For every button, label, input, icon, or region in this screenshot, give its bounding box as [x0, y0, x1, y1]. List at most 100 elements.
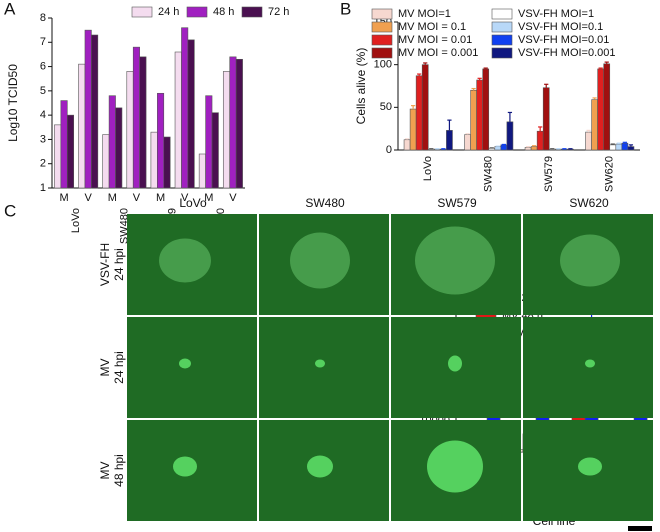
x-tick-label: LoVo — [422, 156, 434, 181]
bar — [60, 100, 68, 189]
row-label: VSV-FH — [98, 243, 112, 286]
x-tick-label: M — [108, 192, 117, 204]
y-tick-label: 50 — [380, 101, 392, 113]
x-tick-label: SW579 — [543, 156, 555, 192]
y-tick-label: 100 — [374, 59, 392, 71]
x-tick-label: V — [85, 192, 93, 204]
group-label: LoVo — [70, 208, 82, 233]
bar — [464, 134, 471, 151]
legend-label: MV MOI=1 — [398, 8, 451, 20]
bar — [542, 87, 550, 151]
bar — [506, 121, 514, 151]
cell-plaque — [560, 234, 620, 287]
bar — [409, 108, 417, 151]
legend-label: MV MOI = 0.001 — [398, 47, 478, 59]
bar — [150, 131, 158, 189]
legend-label: VSV-FH MOI=0.1 — [518, 21, 603, 33]
bar — [132, 46, 140, 189]
cell-plaque — [448, 355, 462, 372]
cell-plaque — [173, 456, 197, 477]
bar — [591, 99, 598, 151]
x-tick-label: SW480 — [483, 156, 495, 192]
micrograph — [127, 317, 257, 418]
bar — [157, 92, 165, 189]
bar — [482, 68, 490, 151]
row-label: 24 hpi — [112, 351, 126, 384]
legend-label: VSV-FH MOI=0.001 — [518, 47, 616, 59]
bar — [198, 153, 206, 189]
bar — [488, 147, 496, 151]
bar — [421, 64, 429, 151]
panel-label: A — [4, 0, 16, 18]
bar — [609, 144, 617, 151]
x-tick-label: SW620 — [604, 156, 616, 192]
bar — [174, 51, 182, 189]
y-tick-label: 0 — [386, 144, 392, 156]
bar — [229, 56, 237, 189]
bar — [470, 89, 477, 151]
cell-plaque — [159, 238, 211, 283]
panel-label: C — [4, 201, 16, 220]
y-tick-label: 3 — [40, 133, 46, 145]
y-tick-label: 2 — [40, 158, 46, 170]
y-tick-label: 5 — [40, 85, 46, 97]
bar — [530, 146, 538, 151]
legend-swatch — [241, 6, 263, 18]
bar — [139, 56, 147, 189]
x-tick-label: M — [59, 192, 68, 204]
y-axis-label: Log10 TCID50 — [6, 64, 20, 142]
y-tick-label: 6 — [40, 60, 46, 72]
column-label: SW579 — [437, 196, 477, 210]
bar — [222, 71, 231, 189]
x-tick-label: M — [156, 192, 165, 204]
cell-plaque — [585, 359, 595, 368]
column-label: LoVo — [179, 196, 207, 210]
legend-swatch — [186, 6, 208, 18]
row-label: 24 hpi — [112, 248, 126, 281]
x-tick-label: M — [204, 192, 213, 204]
bar — [494, 146, 502, 151]
y-axis-label: Cells alive (%) — [354, 48, 368, 125]
cell-plaque — [427, 440, 483, 493]
legend-swatch — [491, 21, 513, 33]
bar — [187, 39, 195, 189]
y-tick-label: 7 — [40, 36, 46, 48]
bar — [78, 63, 86, 189]
bar — [84, 29, 92, 189]
panel-label: B — [340, 0, 351, 18]
micrograph — [523, 317, 653, 418]
legend-label: MV MOI = 0.1 — [398, 21, 466, 33]
bar — [91, 34, 99, 189]
legend-label: 72 h — [268, 6, 289, 18]
bar — [181, 27, 189, 189]
bar — [500, 144, 508, 151]
bar — [585, 131, 592, 151]
cell-plaque — [415, 226, 495, 295]
bar — [476, 79, 483, 151]
bar — [115, 107, 123, 189]
bar — [108, 95, 116, 189]
bar — [536, 130, 544, 151]
column-label: SW620 — [569, 196, 609, 210]
legend-label: VSV-FH MOI=0.01 — [518, 34, 609, 46]
bar — [621, 142, 629, 151]
bar — [403, 139, 411, 151]
legend-label: MV MOI = 0.01 — [398, 34, 472, 46]
legend-swatch — [491, 34, 513, 46]
bar — [102, 134, 110, 189]
row-label: MV — [98, 359, 112, 377]
bar — [205, 95, 213, 189]
scale-bar — [628, 526, 652, 531]
legend-swatch — [491, 47, 513, 59]
bar — [446, 130, 453, 151]
cell-plaque — [179, 358, 191, 369]
bar — [126, 71, 134, 189]
legend-swatch — [371, 47, 393, 59]
row-label: 48 hpi — [112, 454, 126, 487]
bar — [615, 143, 623, 151]
legend-swatch — [371, 21, 393, 33]
bar — [163, 136, 171, 189]
micrograph — [259, 317, 389, 418]
y-tick-label: 4 — [40, 109, 46, 121]
